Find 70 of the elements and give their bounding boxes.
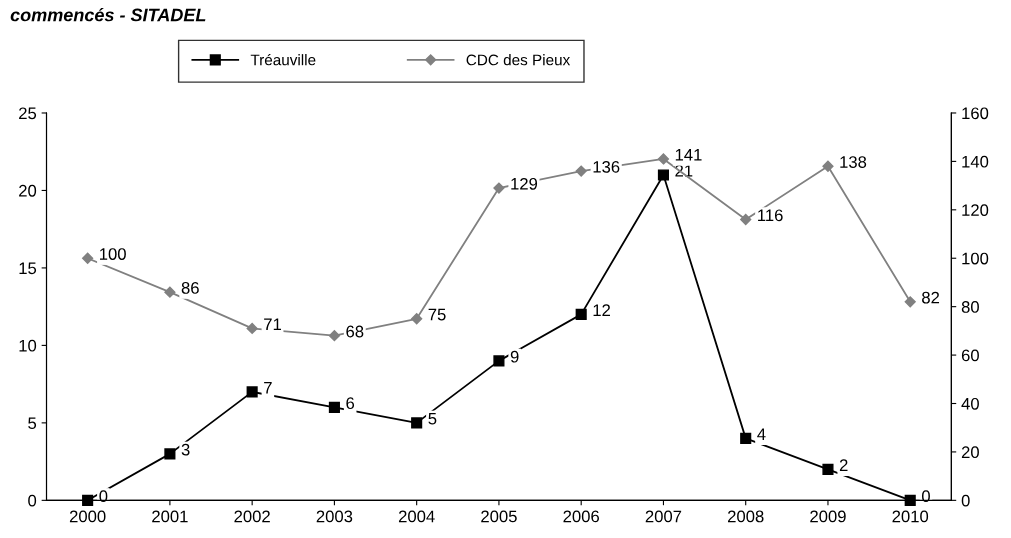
data-label: 12 <box>593 304 610 316</box>
y2-tick-label: 100 <box>962 252 989 265</box>
point <box>575 308 587 320</box>
point <box>411 417 423 429</box>
y2-tick-label: 120 <box>962 204 989 217</box>
x-tick-label: 2004 <box>398 510 435 523</box>
x-tick-label: 2005 <box>481 510 517 523</box>
y-tick-label: 5 <box>28 417 37 430</box>
point <box>822 463 834 475</box>
x-tick-label: 2009 <box>810 510 846 523</box>
point <box>904 494 916 506</box>
point <box>246 322 258 335</box>
y2-tick-label: 20 <box>961 446 979 459</box>
point <box>740 213 752 226</box>
point <box>164 448 176 460</box>
y2-tick-label: 40 <box>961 397 979 410</box>
point <box>164 286 176 298</box>
x-tick-label: 2007 <box>645 510 682 523</box>
data-label: 82 <box>922 291 940 304</box>
point <box>328 401 340 413</box>
point <box>493 182 505 194</box>
point <box>657 169 670 181</box>
y-tick-label: 25 <box>19 107 37 120</box>
x-tick-label: 2006 <box>563 510 599 523</box>
point <box>657 153 670 165</box>
data-label: 129 <box>511 177 538 190</box>
data-label: 68 <box>346 325 364 338</box>
y-tick-label: 15 <box>19 262 37 275</box>
data-label: 136 <box>593 160 620 173</box>
data-label: 75 <box>428 308 446 321</box>
point <box>82 252 94 264</box>
point <box>740 432 752 444</box>
data-label: 141 <box>675 149 702 161</box>
data-label: 4 <box>757 428 766 440</box>
y2-tick-label: 160 <box>962 107 989 120</box>
data-label: 6 <box>346 397 355 410</box>
data-label: 71 <box>264 318 281 330</box>
point <box>493 355 505 367</box>
data-label: 5 <box>428 412 437 425</box>
data-label: 3 <box>181 443 190 456</box>
y2-tick-label: 140 <box>962 155 989 168</box>
point <box>328 330 341 342</box>
legend-label: Tréauville <box>250 53 316 66</box>
x-tick-label: 2000 <box>69 510 106 523</box>
x-tick-label: 2010 <box>892 510 929 523</box>
legend-label: CDC des Pieux <box>466 54 571 66</box>
data-label: 2 <box>839 459 848 471</box>
point <box>575 165 587 177</box>
data-label: 7 <box>264 381 272 394</box>
y-tick-label: 0 <box>28 494 37 507</box>
point <box>904 296 916 308</box>
data-label: 9 <box>510 350 519 363</box>
data-label: 138 <box>840 156 867 168</box>
y2-tick-label: 0 <box>961 494 970 507</box>
text: commencés - SITADEL <box>10 7 206 22</box>
y2-tick-label: 60 <box>961 349 979 362</box>
data-label: 116 <box>758 209 783 222</box>
x-tick-label: 2001 <box>152 510 188 523</box>
x-tick-label: 2008 <box>728 510 764 523</box>
x-tick-label: 2002 <box>234 510 270 523</box>
point <box>411 313 423 325</box>
point <box>82 494 94 506</box>
point <box>246 386 258 398</box>
data-label: 100 <box>100 248 126 260</box>
y2-tick-label: 80 <box>961 301 979 313</box>
y-tick-label: 20 <box>19 184 37 197</box>
data-label: 86 <box>181 282 199 294</box>
point <box>822 160 834 172</box>
y-tick-label: 10 <box>19 339 37 352</box>
x-tick-label: 2003 <box>316 510 353 523</box>
